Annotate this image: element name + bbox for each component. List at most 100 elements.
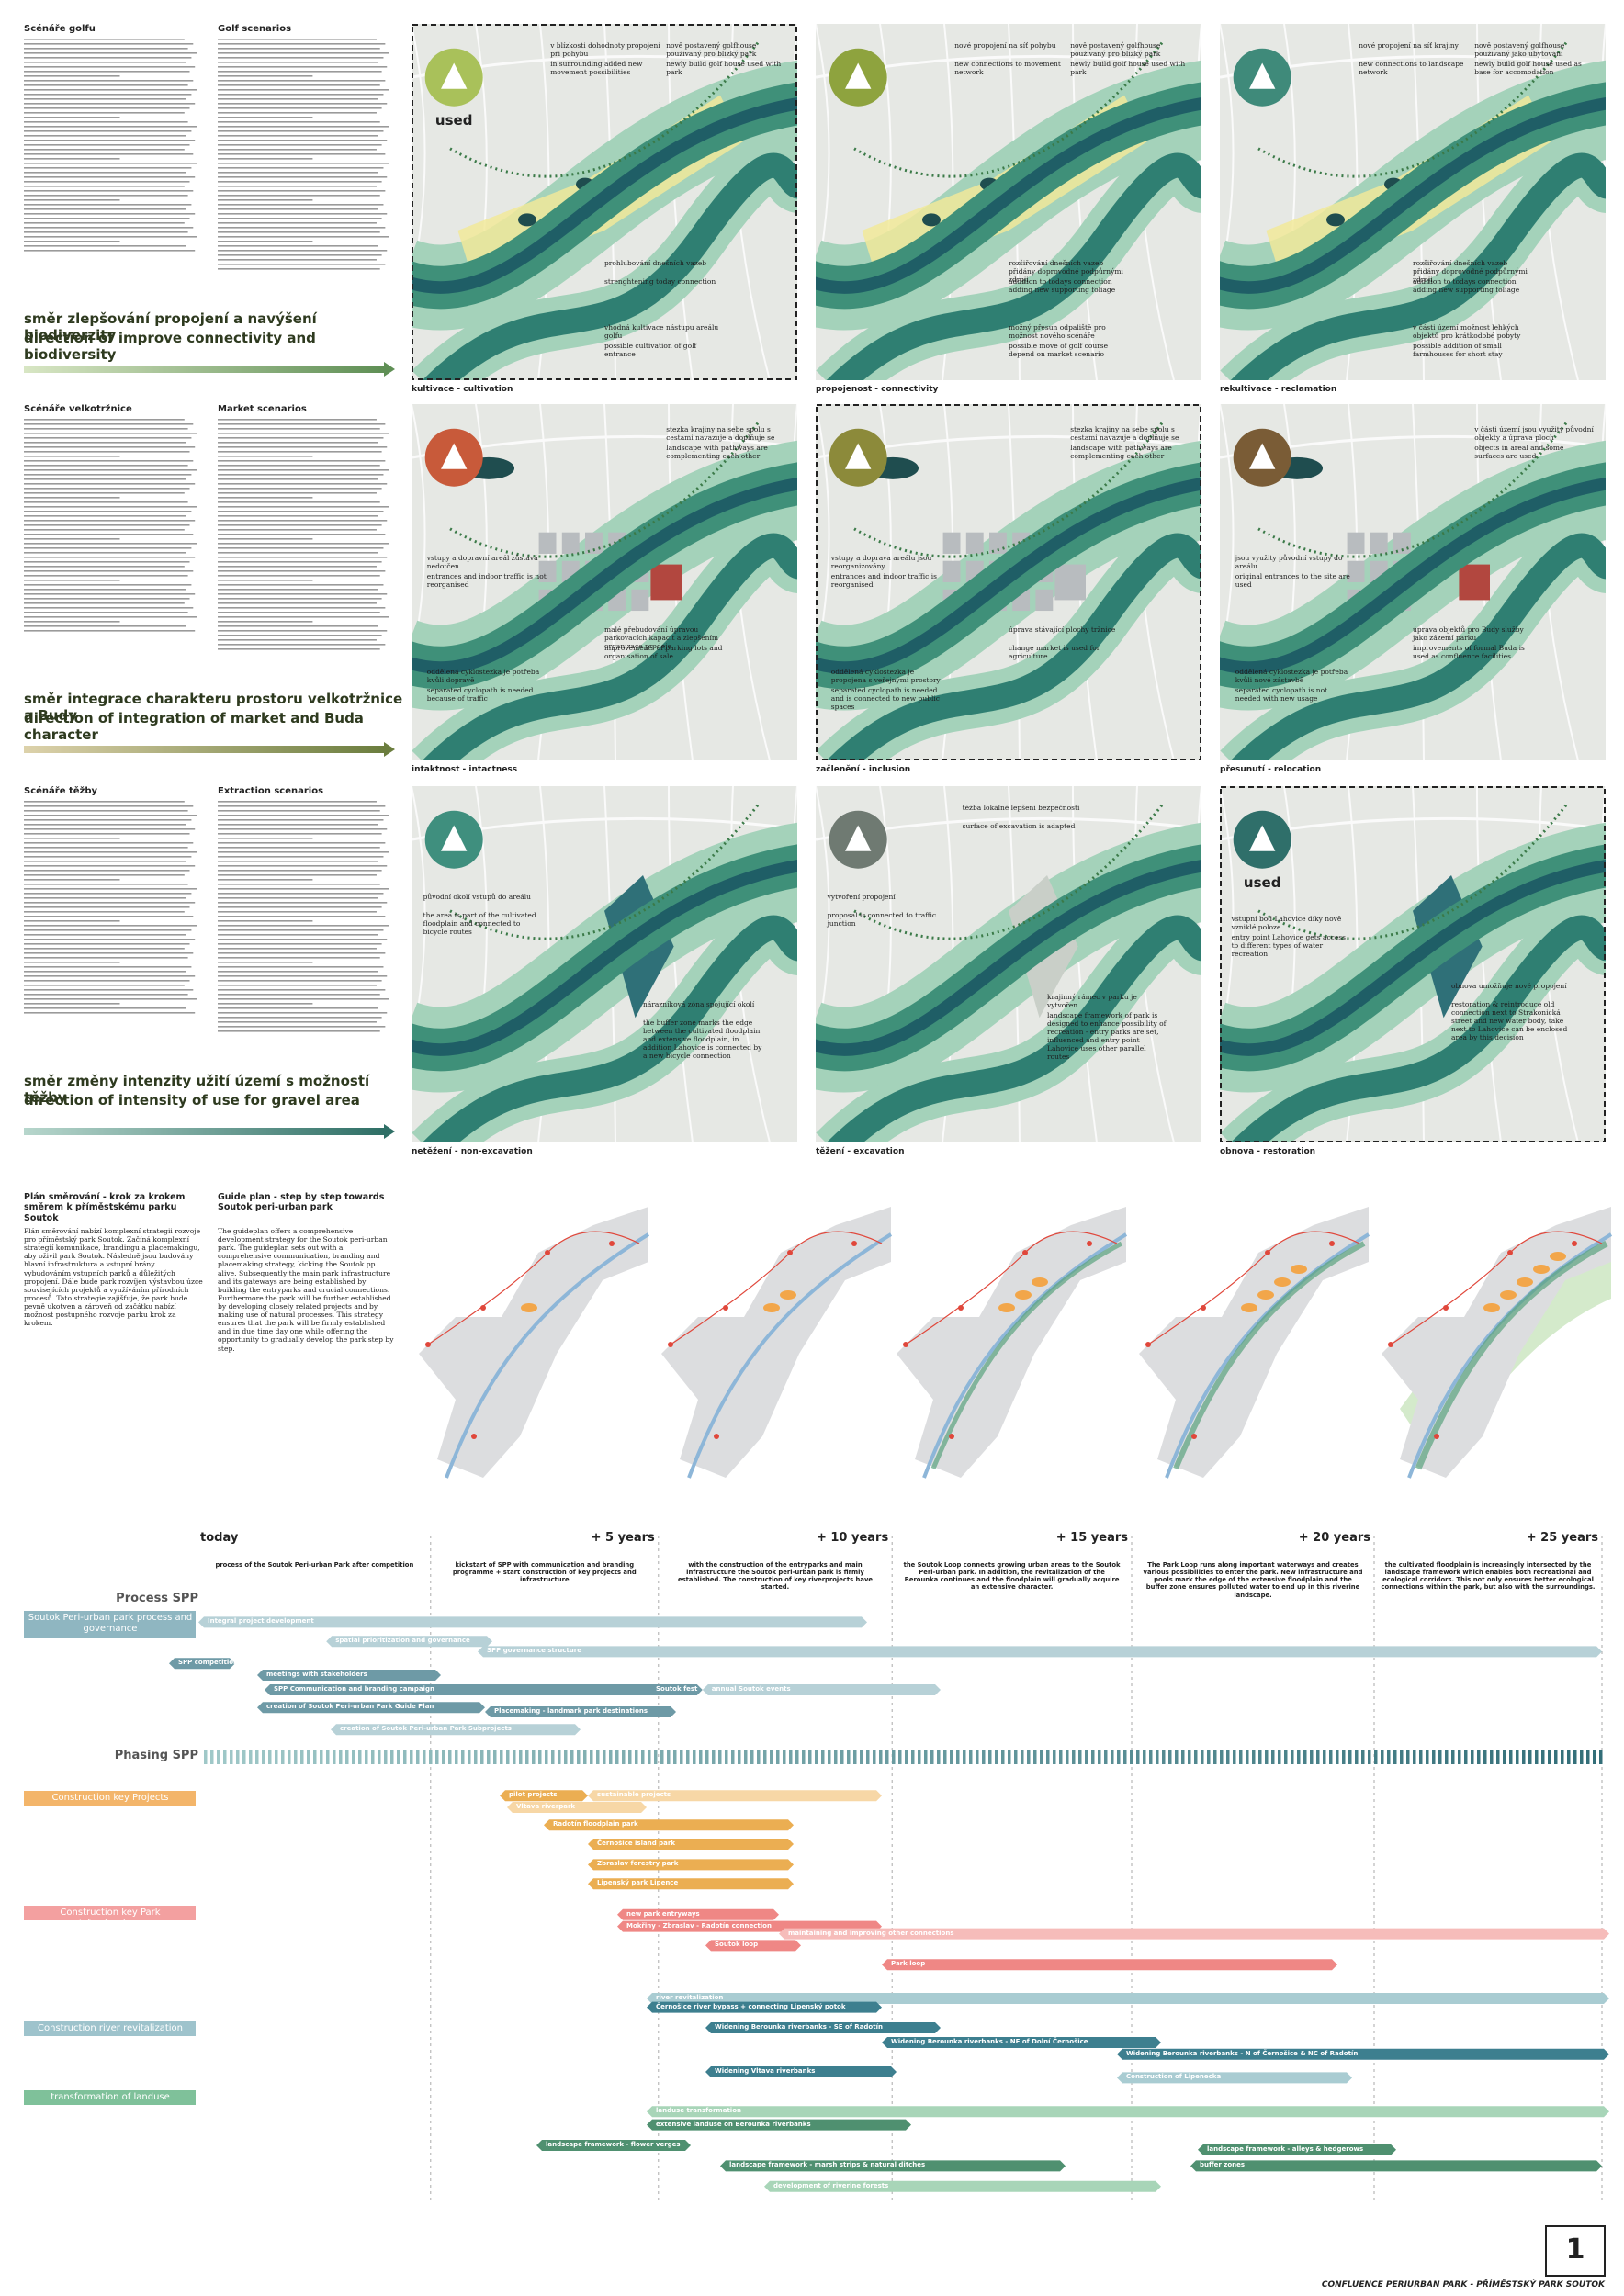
phasing-hatch bbox=[493, 1750, 497, 1764]
phasing-hatch bbox=[1471, 1750, 1474, 1764]
text-line bbox=[218, 957, 380, 959]
text-line bbox=[24, 144, 190, 146]
scenario-title-en: Extraction scenarios bbox=[218, 786, 324, 796]
note-en: separated cyclopath is not needed with n… bbox=[1235, 686, 1328, 703]
text-line bbox=[24, 515, 186, 517]
timeline-bar bbox=[588, 1790, 882, 1802]
river bbox=[1231, 533, 1606, 760]
text-line bbox=[218, 911, 377, 913]
river bbox=[827, 915, 1201, 1142]
phasing-hatch bbox=[442, 1750, 445, 1764]
note-en: entry point Lahovice gets access to diff… bbox=[1231, 932, 1346, 958]
phasing-hatch bbox=[943, 1750, 947, 1764]
phasing-hatch bbox=[410, 1750, 413, 1764]
phasing-hatch bbox=[648, 1750, 651, 1764]
text-line bbox=[24, 888, 197, 890]
pond bbox=[518, 213, 536, 227]
text-line bbox=[24, 557, 196, 558]
text-line bbox=[24, 612, 188, 613]
phasing-hatch bbox=[750, 1750, 754, 1764]
pond bbox=[1326, 213, 1345, 227]
phasing-hatch bbox=[1458, 1750, 1461, 1764]
text-line bbox=[218, 819, 384, 821]
tree-line bbox=[853, 421, 1165, 558]
phasing-hatch bbox=[1503, 1750, 1506, 1764]
text-line bbox=[218, 117, 313, 118]
phasing-hatch bbox=[1156, 1750, 1159, 1764]
text-line bbox=[218, 39, 377, 40]
text-line bbox=[24, 980, 190, 982]
timeline-bar bbox=[257, 1670, 441, 1681]
phasing-hatch bbox=[1554, 1750, 1558, 1764]
phasing-hatch bbox=[378, 1750, 381, 1764]
phasing-hatch bbox=[789, 1750, 793, 1764]
river-channel bbox=[1220, 860, 1606, 1056]
text-line bbox=[24, 511, 192, 512]
building bbox=[1393, 532, 1411, 554]
phasing-hatch bbox=[577, 1750, 581, 1764]
road bbox=[1220, 786, 1235, 1050]
phasing-hatch bbox=[1194, 1750, 1198, 1764]
bar-label: Vltava riverpark bbox=[516, 1803, 576, 1810]
text-line bbox=[24, 135, 186, 137]
text-line bbox=[24, 501, 188, 503]
tree-line bbox=[449, 803, 761, 940]
text-line bbox=[24, 130, 192, 132]
text-line bbox=[24, 62, 186, 63]
entry-point bbox=[545, 1250, 550, 1255]
phasing-hatch bbox=[397, 1750, 400, 1764]
phasing-label: Phasing SPP bbox=[114, 1749, 198, 1762]
text-line bbox=[218, 934, 378, 936]
scenario-title-en: Golf scenarios bbox=[218, 24, 292, 34]
text-line bbox=[218, 172, 378, 174]
text-line bbox=[24, 801, 185, 803]
heading-cz: směr změny intenzity užití území s možno… bbox=[24, 1073, 370, 1106]
icon-glyph bbox=[845, 825, 872, 851]
text-line bbox=[24, 250, 196, 252]
badge: used bbox=[434, 111, 473, 129]
text-line bbox=[24, 621, 120, 623]
phasing-hatch bbox=[1143, 1750, 1146, 1764]
text-line bbox=[218, 952, 386, 954]
text-line bbox=[24, 985, 185, 986]
note-en: separated cyclopath is needed and is con… bbox=[830, 686, 940, 712]
building bbox=[538, 560, 557, 582]
phasing-hatch bbox=[339, 1750, 343, 1764]
text-line bbox=[218, 534, 386, 535]
river bbox=[827, 533, 1201, 760]
text-line bbox=[24, 920, 120, 922]
bar-label: landscape framework - marsh strips & nat… bbox=[729, 2161, 926, 2169]
phasing-hatch bbox=[300, 1750, 304, 1764]
period-note: the Soutok Loop connects growing urban a… bbox=[903, 1561, 1121, 1592]
note-cz: stezka krajiny na sebe spolu s cestami n… bbox=[666, 425, 775, 443]
panel-label: propojenost - connectivity bbox=[816, 385, 939, 394]
note-en: landscape with pathways are complementin… bbox=[666, 444, 768, 461]
phasing-hatch bbox=[622, 1750, 626, 1764]
river-channel bbox=[1220, 97, 1606, 294]
text-line bbox=[218, 575, 380, 577]
text-line bbox=[24, 524, 190, 526]
text-line bbox=[24, 529, 185, 531]
text-line bbox=[24, 957, 188, 959]
text-line bbox=[218, 112, 377, 114]
text-line bbox=[218, 552, 378, 554]
entry-point bbox=[1434, 1434, 1439, 1439]
map bbox=[412, 24, 797, 380]
text-line bbox=[218, 810, 380, 812]
entry-point bbox=[1201, 1305, 1206, 1311]
direction-arrow bbox=[24, 746, 384, 753]
text-line bbox=[24, 75, 120, 77]
selected-frame bbox=[816, 404, 1201, 760]
text-line bbox=[218, 190, 386, 192]
phasing-hatch bbox=[294, 1750, 298, 1764]
phasing-hatch bbox=[1123, 1750, 1127, 1764]
panel-label: kultivace - cultivation bbox=[412, 385, 513, 394]
river-channel bbox=[412, 860, 797, 1056]
text-line bbox=[24, 538, 120, 540]
guide-river bbox=[445, 1232, 650, 1479]
phasing-hatch bbox=[1509, 1750, 1513, 1764]
phasing-hatch bbox=[892, 1750, 896, 1764]
text-line bbox=[24, 593, 196, 595]
group-box bbox=[24, 2021, 196, 2036]
text-line bbox=[218, 71, 382, 73]
